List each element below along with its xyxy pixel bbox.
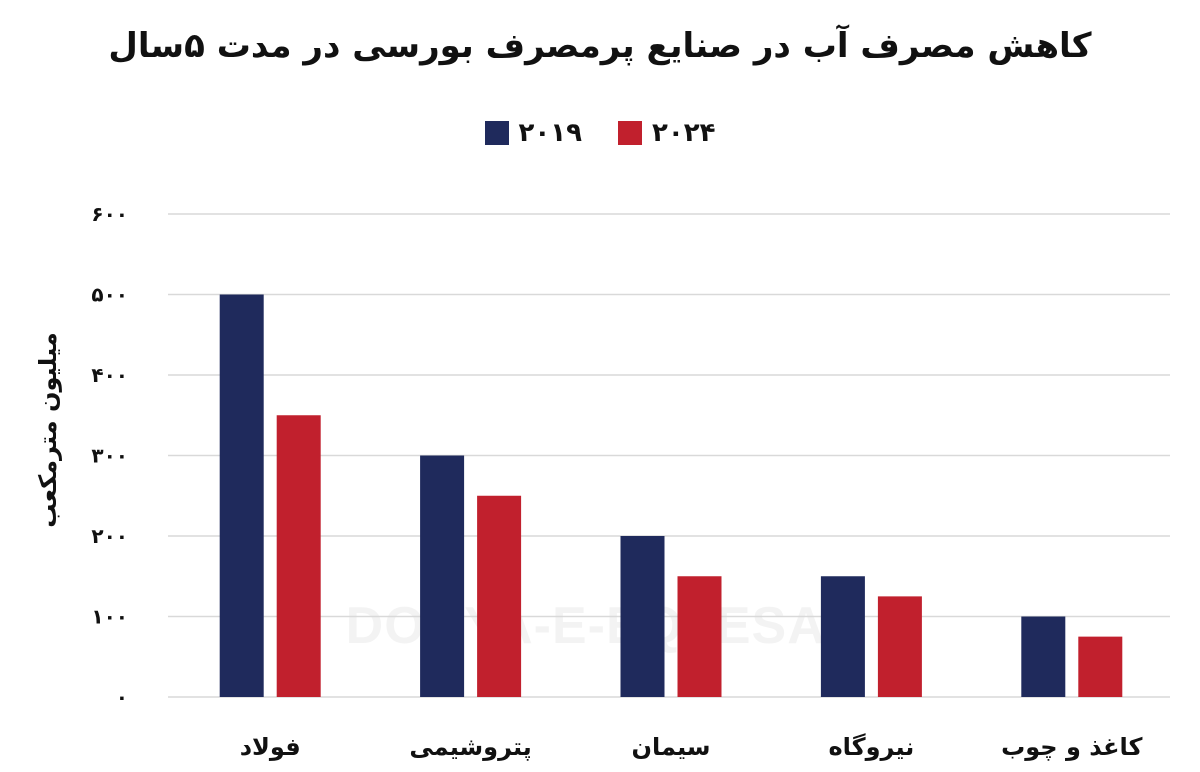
bar-2019-3 (820, 576, 865, 697)
bar-2024-1 (477, 495, 522, 697)
y-tick-label-600: ۶۰۰ (91, 202, 128, 226)
legend-swatch-2024 (618, 121, 642, 145)
bar-2024-4 (1078, 636, 1123, 697)
category-label-3: نیروگاه (829, 733, 915, 761)
chart-title: کاهش مصرف آب در صنایع پرمصرف بورسی در مد… (108, 26, 1092, 66)
legend-label-2019: ۲۰۱۹ (518, 118, 582, 148)
category-label-0: فولاد (240, 733, 301, 761)
y-tick-labels: ۰ ۱۰۰ ۲۰۰ ۳۰۰ ۴۰۰ ۵۰۰ ۶۰۰ (91, 202, 128, 709)
y-tick-label-0: ۰ (116, 685, 128, 709)
category-label-2: سیمان (632, 733, 711, 761)
bar-2019-0 (219, 294, 264, 697)
gridlines (168, 213, 1170, 698)
legend: ۲۰۱۹ ۲۰۲۴ (0, 118, 1200, 148)
y-tick-label-500: ۵۰۰ (91, 283, 128, 307)
bar-2019-1 (420, 455, 465, 697)
bar-2024-0 (276, 415, 321, 697)
y-tick-label-100: ۱۰۰ (91, 605, 128, 629)
legend-item-2024: ۲۰۲۴ (618, 118, 715, 148)
bars (219, 294, 1123, 697)
legend-swatch-2019 (484, 121, 509, 145)
category-labels: فولاد پتروشیمی سیمان نیروگاه کاغذ و چوب (240, 733, 1143, 761)
legend-item-2019: ۲۰۱۹ (484, 118, 582, 148)
legend-label-2024: ۲۰۲۴ (652, 118, 716, 148)
y-tick-label-400: ۴۰۰ (91, 363, 128, 387)
category-label-4: کاغذ و چوب (1001, 733, 1142, 761)
category-label-1: پتروشیمی (409, 733, 531, 761)
bar-2024-2 (677, 576, 722, 697)
y-tick-label-200: ۲۰۰ (91, 524, 128, 548)
bar-2019-2 (620, 536, 665, 697)
bar-2024-3 (877, 596, 922, 697)
bar-2019-4 (1021, 616, 1066, 697)
y-tick-label-300: ۳۰۰ (91, 444, 128, 468)
